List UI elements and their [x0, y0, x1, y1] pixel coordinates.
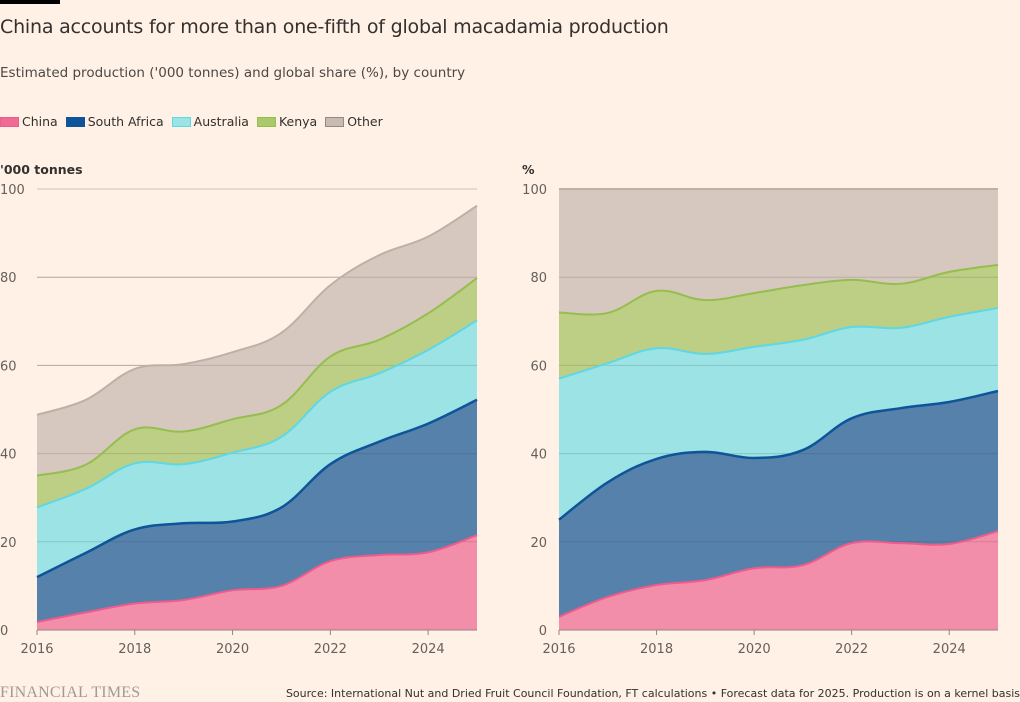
- area-china: [559, 531, 998, 630]
- y-tick-label: 40: [0, 448, 17, 463]
- area-kenya: [37, 278, 477, 508]
- y-tick-label: 40: [530, 448, 547, 463]
- x-tick-label: 2024: [412, 642, 445, 657]
- line-south-africa: [558, 389, 999, 521]
- x-tick-label: 2016: [542, 642, 575, 657]
- y-tick-label: 60: [0, 359, 17, 374]
- line-australia: [558, 307, 999, 380]
- y-tick-label: 100: [522, 183, 547, 198]
- y-tick-label: 100: [0, 183, 25, 198]
- x-tick-label: 2022: [314, 642, 347, 657]
- source-note: Source: International Nut and Dried Frui…: [285, 687, 1020, 700]
- y-tick-label: 0: [0, 624, 8, 639]
- areas: [36, 204, 478, 630]
- legend-swatch-other: [325, 116, 345, 127]
- line-kenya: [558, 263, 999, 316]
- line-australia: [36, 319, 478, 509]
- area-other: [37, 205, 477, 476]
- x-tick-label: 2020: [738, 642, 771, 657]
- x-tick-label: 2022: [835, 642, 868, 657]
- legend-item-kenya: Kenya: [256, 114, 318, 129]
- line-other: [36, 204, 478, 416]
- chart-subtitle: Estimated production ('000 tonnes) and g…: [0, 65, 466, 81]
- area-china: [37, 535, 477, 630]
- share-chart: 0 20 40 60 80 100 2016 2018 2020 2022 2024: [522, 183, 999, 657]
- legend-label: Other: [347, 114, 383, 129]
- chart-title: China accounts for more than one-fifth o…: [0, 16, 669, 38]
- line-south-africa: [36, 398, 478, 579]
- x-tick-label: 2020: [216, 642, 249, 657]
- left-y-axis-label: '000 tonnes: [0, 162, 83, 177]
- line-kenya: [36, 277, 478, 477]
- legend-swatch-south-africa: [65, 116, 85, 127]
- legend-label: Australia: [193, 114, 249, 129]
- ft-logo: FINANCIAL TIMES: [0, 684, 141, 701]
- y-tick-label: 80: [530, 271, 547, 286]
- production-chart: 0 20 40 60 80 100 2016 2018 2020 2022 2024: [0, 183, 478, 657]
- x-tick-label: 2016: [20, 642, 53, 657]
- legend-item-other: Other: [325, 114, 383, 129]
- ft-brand-bar: [0, 0, 60, 4]
- y-tick-label: 80: [0, 271, 17, 286]
- x-tick-label: 2018: [640, 642, 673, 657]
- y-tick-label: 20: [0, 536, 17, 551]
- area-australia: [37, 320, 477, 578]
- x-tick-label: 2018: [118, 642, 151, 657]
- area-south-africa: [37, 399, 477, 623]
- y-tick-label: 60: [530, 359, 547, 374]
- legend-swatch-kenya: [256, 116, 276, 127]
- legend-label: South Africa: [87, 114, 164, 129]
- areas: [558, 187, 999, 630]
- legend-item-south-africa: South Africa: [65, 114, 164, 129]
- right-y-axis-label: %: [522, 162, 535, 177]
- area-south-africa: [559, 390, 998, 617]
- line-china: [36, 534, 478, 624]
- legend-label: China: [22, 114, 58, 129]
- legend-label: Kenya: [278, 114, 318, 129]
- line-china: [558, 530, 999, 618]
- area-kenya: [559, 264, 998, 379]
- legend-swatch-australia: [171, 116, 191, 127]
- legend: China South Africa Australia Kenya Other: [0, 114, 391, 129]
- y-tick-label: 20: [530, 536, 547, 551]
- x-axis: 2016 2018 2020 2022 2024: [20, 629, 477, 657]
- x-axis: 2016 2018 2020 2022 2024: [542, 629, 998, 657]
- y-tick-label: 0: [539, 624, 547, 639]
- x-tick-label: 2024: [933, 642, 966, 657]
- legend-swatch-china: [0, 116, 19, 127]
- area-australia: [559, 308, 998, 520]
- legend-item-australia: Australia: [171, 114, 249, 129]
- legend-item-china: China: [0, 114, 58, 129]
